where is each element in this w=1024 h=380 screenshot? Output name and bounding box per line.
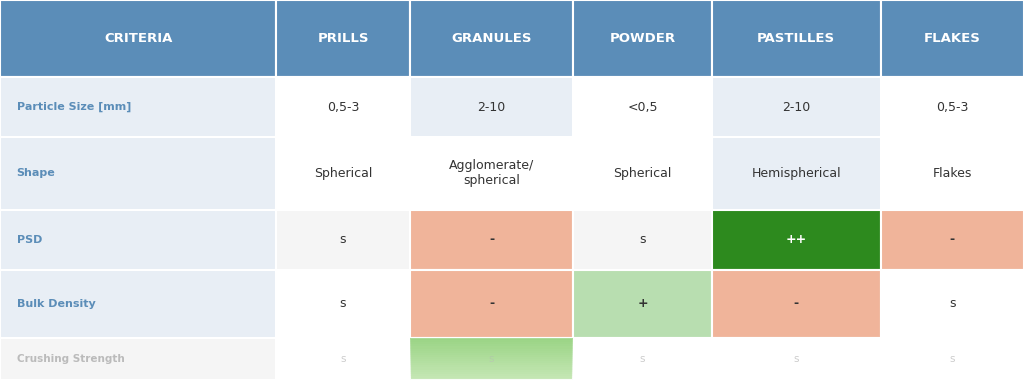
Bar <box>410 363 573 365</box>
Bar <box>573 338 712 380</box>
Bar <box>573 137 712 210</box>
Bar <box>881 210 1024 269</box>
Bar <box>410 367 573 369</box>
Bar <box>276 210 410 269</box>
Text: s: s <box>949 354 955 364</box>
Bar <box>276 338 410 380</box>
Bar <box>573 210 712 269</box>
Bar <box>0 137 276 210</box>
Bar <box>712 338 881 380</box>
Bar <box>410 342 573 344</box>
Bar <box>276 0 410 77</box>
Text: +: + <box>637 297 648 310</box>
Text: Shape: Shape <box>16 168 55 179</box>
Text: s: s <box>340 297 346 310</box>
Bar <box>0 210 276 269</box>
Text: 2-10: 2-10 <box>477 101 506 114</box>
Bar <box>410 338 573 340</box>
Bar <box>410 361 573 363</box>
Bar <box>0 77 276 137</box>
Text: s: s <box>340 354 346 364</box>
Bar <box>712 77 881 137</box>
Bar <box>410 357 573 359</box>
Bar <box>712 210 881 269</box>
Bar <box>410 359 573 361</box>
Bar <box>410 77 573 137</box>
Text: 2-10: 2-10 <box>782 101 810 114</box>
Bar <box>0 269 276 338</box>
Bar <box>410 269 573 338</box>
Bar <box>0 338 276 380</box>
Bar <box>410 348 573 351</box>
Text: FLAKES: FLAKES <box>924 32 981 45</box>
Text: Bulk Density: Bulk Density <box>16 299 95 309</box>
Text: s: s <box>340 233 346 246</box>
Bar <box>410 376 573 378</box>
Bar <box>410 0 573 77</box>
Bar <box>410 372 573 374</box>
Text: Agglomerate/
spherical: Agglomerate/ spherical <box>449 160 535 187</box>
Bar <box>573 77 712 137</box>
Bar <box>410 355 573 357</box>
Text: <0,5: <0,5 <box>628 101 657 114</box>
Bar <box>881 77 1024 137</box>
Bar <box>410 374 573 376</box>
Bar <box>881 0 1024 77</box>
Bar <box>410 137 573 210</box>
Bar <box>881 338 1024 380</box>
Text: Hemispherical: Hemispherical <box>752 167 841 180</box>
Text: s: s <box>640 354 645 364</box>
Bar <box>573 0 712 77</box>
Text: s: s <box>949 297 955 310</box>
Bar <box>410 353 573 355</box>
Text: Spherical: Spherical <box>613 167 672 180</box>
Text: -: - <box>488 233 495 246</box>
Bar <box>410 351 573 353</box>
Text: s: s <box>488 354 495 364</box>
Bar <box>410 347 573 348</box>
Text: PRILLS: PRILLS <box>317 32 369 45</box>
Text: POWDER: POWDER <box>609 32 676 45</box>
Text: -: - <box>949 233 955 246</box>
Bar <box>573 269 712 338</box>
Text: Particle Size [mm]: Particle Size [mm] <box>16 102 131 112</box>
Text: s: s <box>639 233 646 246</box>
Bar <box>712 0 881 77</box>
Bar <box>410 338 573 380</box>
Bar <box>410 365 573 367</box>
Text: -: - <box>794 297 799 310</box>
Text: Crushing Strength: Crushing Strength <box>16 354 124 364</box>
Bar <box>410 344 573 347</box>
Text: PASTILLES: PASTILLES <box>757 32 836 45</box>
Text: GRANULES: GRANULES <box>452 32 531 45</box>
Text: ++: ++ <box>785 233 807 246</box>
Bar <box>410 378 573 380</box>
Text: CRITERIA: CRITERIA <box>104 32 172 45</box>
Bar <box>881 269 1024 338</box>
Bar <box>410 340 573 342</box>
Text: Flakes: Flakes <box>933 167 972 180</box>
Text: s: s <box>794 354 799 364</box>
Text: Spherical: Spherical <box>313 167 373 180</box>
Bar <box>410 369 573 372</box>
Bar <box>276 269 410 338</box>
Bar <box>881 137 1024 210</box>
Bar <box>712 137 881 210</box>
Bar <box>410 210 573 269</box>
Bar <box>0 0 276 77</box>
Bar <box>276 137 410 210</box>
Text: PSD: PSD <box>16 235 42 245</box>
Bar <box>276 77 410 137</box>
Text: -: - <box>488 297 495 310</box>
Text: 0,5-3: 0,5-3 <box>327 101 359 114</box>
Bar <box>712 269 881 338</box>
Text: 0,5-3: 0,5-3 <box>936 101 969 114</box>
